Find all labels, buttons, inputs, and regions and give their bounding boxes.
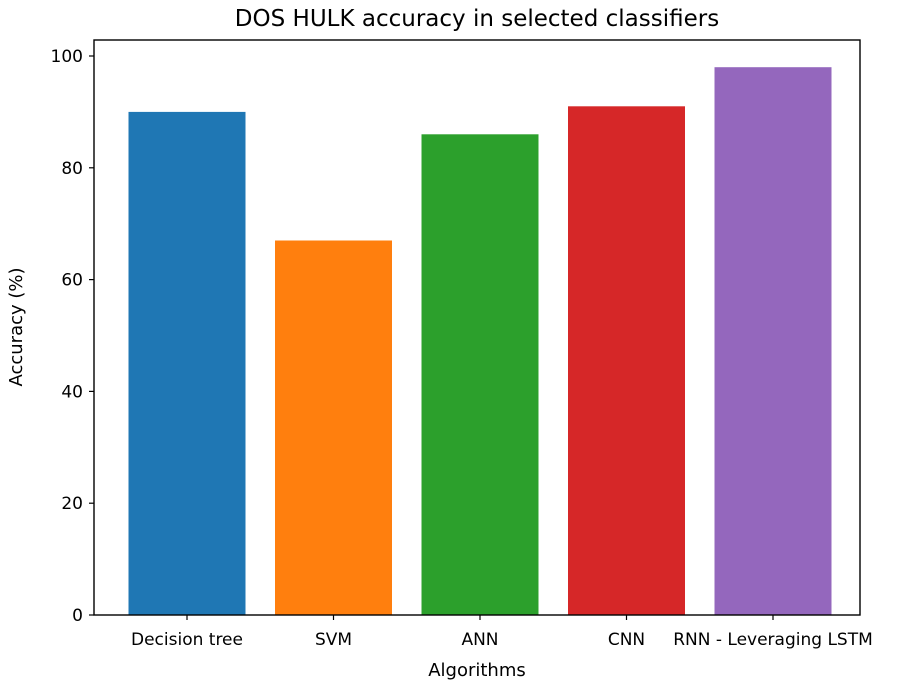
x-tick-label: CNN (608, 630, 645, 650)
y-tick-label: 80 (61, 159, 83, 179)
bar-cnn (568, 106, 685, 616)
bars-group (128, 67, 832, 616)
x-axis-ticks: Decision tree SVM ANN CNN RNN - Leveraging L… (131, 615, 873, 650)
bar-decision-tree (128, 111, 246, 616)
x-tick-label: Decision tree (131, 630, 243, 650)
x-tick-label: ANN (461, 630, 498, 650)
x-axis-label: Algorithms (428, 660, 526, 681)
y-tick-label: 0 (72, 606, 83, 626)
bar-rnn-leveraging-lstm (714, 67, 832, 615)
y-axis-label: Accuracy (%) (6, 267, 27, 386)
y-tick-label: 20 (61, 494, 83, 514)
y-axis-ticks: 0 20 40 60 80 100 (51, 47, 94, 626)
x-tick-label: SVM (315, 630, 352, 650)
y-tick-label: 60 (61, 271, 83, 291)
chart-title: DOS HULK accuracy in selected classifier… (235, 6, 719, 32)
y-tick-label: 40 (61, 382, 83, 402)
bar-ann (421, 134, 539, 616)
plot-frame (93, 39, 861, 616)
y-tick-label: 100 (51, 47, 83, 67)
bar-svm (275, 240, 392, 615)
x-tick-label: RNN - Leveraging LSTM (673, 630, 873, 650)
